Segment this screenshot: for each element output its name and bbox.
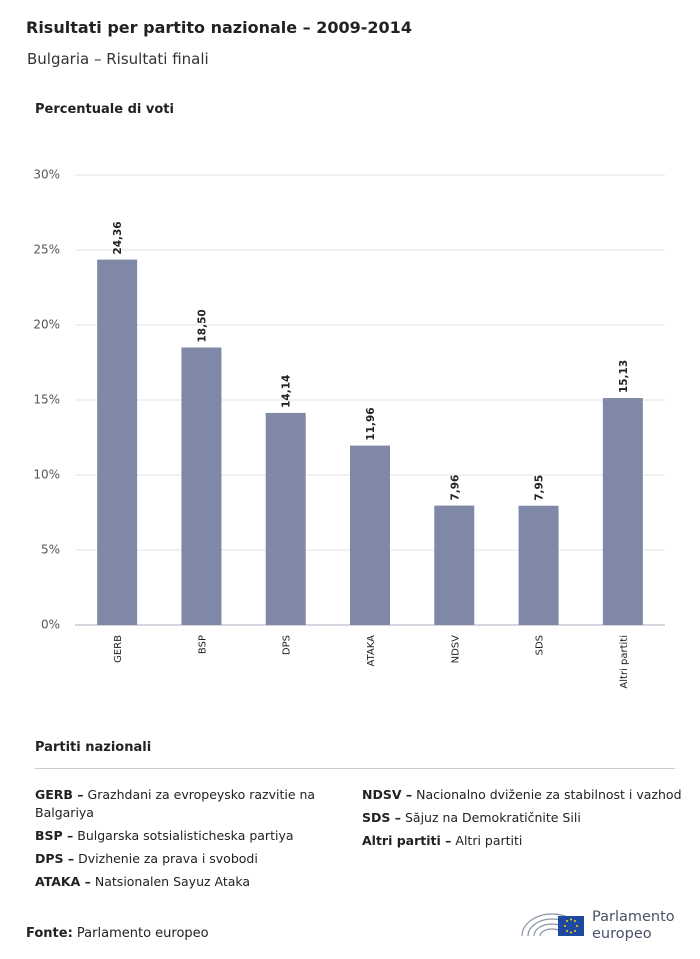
logo-stars (564, 918, 578, 934)
y-tick-label: 20% (33, 318, 60, 332)
legend-item: NDSV – Nacionalno dviženie za stabilnost… (362, 786, 682, 804)
x-tick-label: SDS (535, 635, 546, 655)
value-label: 7,96 (449, 475, 461, 501)
bar (602, 398, 643, 625)
x-tick-label: BSP (197, 635, 208, 654)
x-tick-label: Altri partiti (619, 635, 630, 689)
legend-text: Dvizhenie za prava i svobodi (78, 851, 258, 866)
x-tick-label: DPS (282, 635, 293, 655)
x-tick-label: GERB (113, 635, 124, 663)
legend-text: Săjuz na Demokratičnite Sili (404, 810, 581, 825)
legend-abbr: SDS – (362, 810, 401, 825)
bar (434, 505, 475, 625)
x-tick-label: ATAKA (366, 635, 377, 667)
bar (350, 445, 390, 625)
bar (181, 347, 222, 625)
chart-subtitle: Bulgaria – Risultati finali (27, 50, 209, 68)
value-label: 18,50 (196, 309, 208, 342)
legend-abbr: ATAKA – (35, 874, 91, 889)
bar (518, 505, 559, 625)
legend-item: SDS – Săjuz na Demokratičnite Sili (362, 809, 682, 827)
value-label: 7,95 (534, 475, 546, 501)
logo: Parlamento europeo (521, 909, 675, 942)
legend-abbr: GERB – (35, 787, 84, 802)
value-label: 11,96 (365, 407, 377, 440)
source-label: Fonte: (26, 926, 73, 941)
legend-column: GERB – Grazhdani za evropeysko razvitie … (35, 786, 335, 896)
legend-title: Partiti nazionali (35, 740, 152, 755)
legend-text: Nacionalno dviženie za stabilnost i vazh… (416, 787, 682, 802)
y-tick-label: 0% (41, 618, 60, 632)
legend-text: Natsionalen Sayuz Ataka (94, 874, 251, 889)
legend-item: BSP – Bulgarska sotsialisticheska partiy… (35, 827, 335, 845)
value-label: 24,36 (112, 221, 124, 254)
y-tick-label: 30% (33, 168, 60, 182)
y-tick-label: 10% (33, 468, 60, 482)
source: Fonte: Parlamento europeo (26, 926, 209, 941)
legend-abbr: Altri partiti – (362, 833, 452, 848)
legend-item: ATAKA – Natsionalen Sayuz Ataka (35, 873, 335, 891)
legend-text: Bulgarska sotsialisticheska partiya (77, 828, 294, 843)
bar (97, 259, 138, 625)
y-tick-label: 5% (41, 543, 60, 557)
legend-abbr: BSP – (35, 828, 74, 843)
value-label: 15,13 (618, 360, 630, 393)
source-text: Parlamento europeo (76, 926, 209, 941)
legend-text: Grazhdani za evropeysko razvitie na Balg… (35, 787, 316, 820)
legend-text: Altri partiti (455, 833, 523, 848)
y-axis-label: Percentuale di voti (35, 102, 174, 117)
logo-text: Parlamento (592, 909, 675, 925)
legend-item: Altri partiti – Altri partiti (362, 832, 682, 850)
legend-abbr: DPS – (35, 851, 75, 866)
legend-item: DPS – Dvizhenie za prava i svobodi (35, 850, 335, 868)
chart-title: Risultati per partito nazionale – 2009-2… (26, 18, 412, 37)
logo-flag (558, 916, 584, 936)
chart: 0% 5% 10% 15% 20% 25% 30% GERB 24,36 BSP 18,50 DPS 1… (33, 168, 665, 689)
y-tick-label: 25% (33, 243, 60, 257)
x-tick-label: NDSV (450, 635, 461, 664)
value-label: 14,14 (281, 375, 293, 408)
legend-column: NDSV – Nacionalno dviženie za stabilnost… (362, 786, 682, 855)
legend-abbr: NDSV – (362, 787, 413, 802)
bar (265, 412, 306, 625)
logo-text: europeo (592, 926, 652, 942)
legend-rule (35, 768, 675, 769)
legend-item: GERB – Grazhdani za evropeysko razvitie … (35, 786, 335, 822)
y-tick-label: 15% (33, 393, 60, 407)
